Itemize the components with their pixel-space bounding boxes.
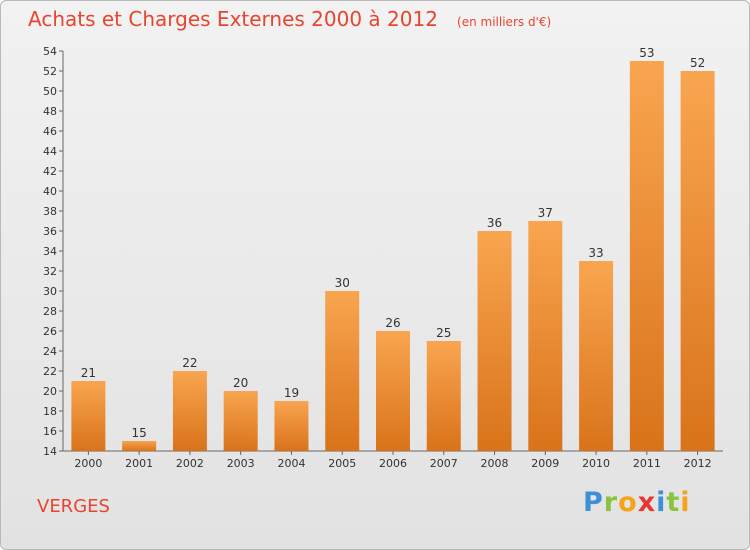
chart-title-row: Achats et Charges Externes 2000 à 2012 (… — [28, 7, 551, 31]
logo-letter: o — [618, 487, 638, 518]
bar-value-label: 22 — [182, 356, 197, 370]
commune-name: VERGES — [37, 496, 110, 517]
bar-2000 — [71, 381, 106, 451]
x-tick-label: 2009 — [531, 457, 559, 470]
y-tick-label: 26 — [43, 325, 57, 338]
bar-value-label: 25 — [436, 326, 451, 340]
bar-value-label: 37 — [538, 206, 553, 220]
y-tick-label: 44 — [43, 145, 57, 158]
bar-2004 — [274, 401, 309, 451]
chart-unit: (en milliers d'€) — [457, 15, 552, 29]
x-tick-label: 2002 — [176, 457, 204, 470]
bar-value-label: 36 — [487, 216, 502, 230]
x-tick-label: 2007 — [430, 457, 458, 470]
proxiti-logo: Proxiti — [583, 487, 691, 518]
bar-value-label: 30 — [335, 276, 350, 290]
x-tick-label: 2005 — [328, 457, 356, 470]
y-tick-label: 16 — [43, 425, 57, 438]
bar-2009 — [528, 221, 563, 451]
bar-value-label: 33 — [588, 246, 603, 260]
y-tick-label: 50 — [43, 85, 57, 98]
y-tick-label: 42 — [43, 165, 57, 178]
logo-letter: x — [637, 487, 657, 518]
y-tick-label: 52 — [43, 65, 57, 78]
logo-letter: i — [680, 487, 691, 518]
bar-2012 — [680, 71, 715, 451]
bar-2007 — [426, 341, 461, 451]
y-tick-label: 46 — [43, 125, 57, 138]
x-tick-label: 2011 — [633, 457, 661, 470]
bar-2005 — [325, 291, 360, 451]
y-tick-label: 32 — [43, 265, 57, 278]
y-tick-label: 30 — [43, 285, 57, 298]
logo-letter: P — [583, 487, 604, 518]
y-tick-label: 18 — [43, 405, 57, 418]
bar-value-label: 19 — [284, 386, 299, 400]
logo-letter: t — [666, 487, 681, 518]
x-tick-label: 2003 — [227, 457, 255, 470]
x-tick-label: 2012 — [684, 457, 712, 470]
y-tick-label: 48 — [43, 105, 57, 118]
x-tick-label: 2000 — [74, 457, 102, 470]
y-tick-label: 34 — [43, 245, 57, 258]
bar-2003 — [223, 391, 258, 451]
y-tick-label: 54 — [43, 45, 57, 58]
bar-2006 — [376, 331, 410, 451]
y-tick-label: 28 — [43, 305, 57, 318]
y-tick-label: 40 — [43, 185, 57, 198]
bar-value-label: 21 — [81, 366, 96, 380]
y-tick-label: 24 — [43, 345, 57, 358]
x-tick-label: 2001 — [125, 457, 153, 470]
bar-2001 — [122, 441, 157, 451]
x-tick-label: 2006 — [379, 457, 407, 470]
bar-2010 — [579, 261, 614, 451]
bar-value-label: 53 — [639, 46, 654, 60]
bar-2011 — [629, 61, 664, 451]
x-tick-label: 2004 — [277, 457, 305, 470]
y-tick-label: 20 — [43, 385, 57, 398]
chart-title: Achats et Charges Externes 2000 à 2012 — [28, 7, 438, 31]
bar-value-label: 52 — [690, 56, 705, 70]
y-tick-label: 36 — [43, 225, 57, 238]
y-tick-label: 22 — [43, 365, 57, 378]
bar-2002 — [172, 371, 207, 451]
bar-value-label: 15 — [132, 426, 147, 440]
y-tick-label: 38 — [43, 205, 57, 218]
x-tick-label: 2008 — [481, 457, 509, 470]
x-tick-label: 2010 — [582, 457, 610, 470]
y-tick-label: 14 — [43, 445, 57, 458]
logo-letter: r — [603, 487, 619, 518]
bar-value-label: 26 — [385, 316, 400, 330]
logo-letter: i — [656, 487, 667, 518]
bar-2008 — [477, 231, 512, 451]
bar-value-label: 20 — [233, 376, 248, 390]
